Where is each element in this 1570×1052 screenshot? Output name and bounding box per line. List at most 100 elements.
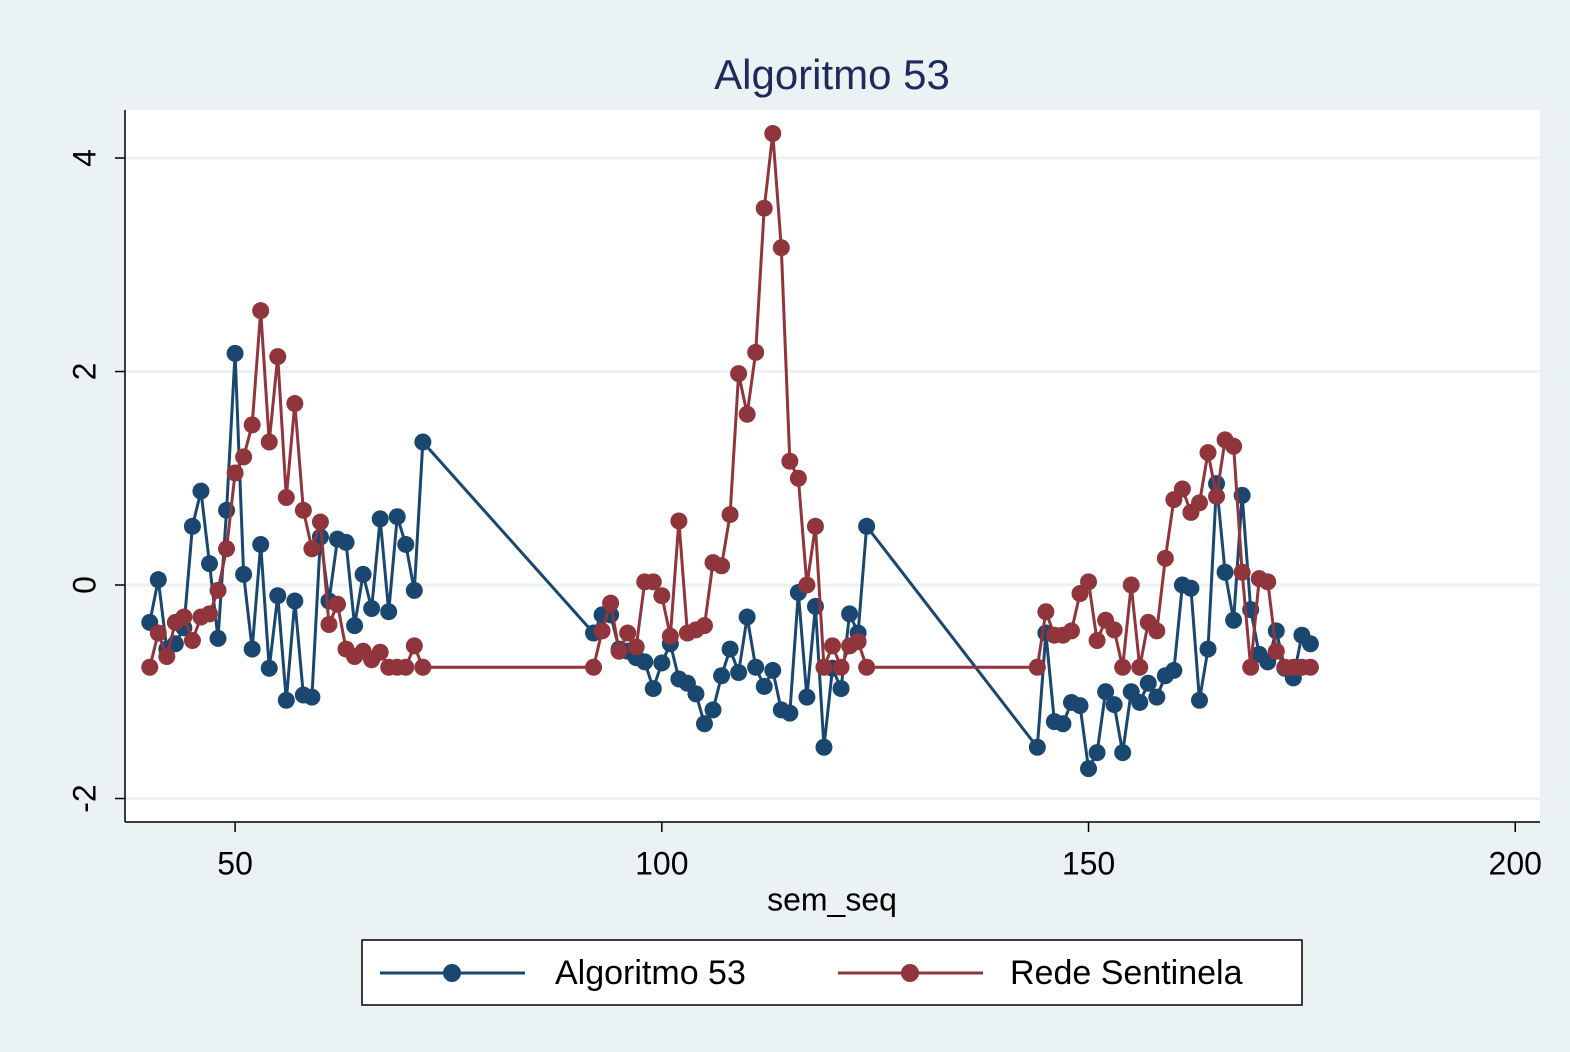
marker [721,640,739,658]
marker [602,594,620,612]
marker [610,642,628,660]
marker [226,344,244,362]
legend-marker [901,964,919,982]
marker [627,638,645,656]
marker [149,624,167,642]
marker [841,605,859,623]
marker [235,448,253,466]
marker [789,469,807,487]
marker [183,632,201,650]
marker [1105,621,1123,639]
marker [1225,611,1243,629]
marker [269,587,287,605]
marker [1301,635,1319,653]
marker [235,565,253,583]
marker [858,658,876,676]
marker [1148,622,1166,640]
marker [346,617,364,635]
y-tick-label: -2 [66,784,102,812]
marker [721,506,739,524]
marker [192,482,210,500]
marker [260,433,278,451]
marker [781,704,799,722]
marker [815,658,833,676]
marker [320,616,338,634]
marker [252,535,270,553]
marker [747,658,765,676]
marker [1233,563,1251,581]
marker [243,416,261,434]
marker [218,540,236,558]
marker [1071,697,1089,715]
marker [1139,674,1157,692]
marker [1208,487,1226,505]
marker [1071,585,1089,603]
marker [1199,444,1217,462]
marker [1156,549,1174,567]
marker [815,738,833,756]
marker [1190,494,1208,512]
marker [644,680,662,698]
marker [363,600,381,618]
marker [1182,579,1200,597]
marker [849,633,867,651]
marker [1080,760,1098,778]
marker [141,658,159,676]
x-tick-label: 100 [635,845,688,881]
marker [286,592,304,610]
marker [1242,658,1260,676]
marker [619,624,637,642]
marker [414,433,432,451]
marker [388,508,406,526]
marker [1097,683,1115,701]
marker [738,608,756,626]
marker [397,535,415,553]
marker [1088,632,1106,650]
marker [1301,658,1319,676]
marker [1259,573,1277,591]
plot-area [125,110,1540,822]
marker [1088,744,1106,762]
marker [1267,642,1285,660]
marker [175,608,193,626]
marker [1225,437,1243,455]
marker [337,533,355,551]
marker [1114,658,1132,676]
marker [738,405,756,423]
marker [303,540,321,558]
marker [397,658,415,676]
marker [183,517,201,535]
marker [730,664,748,682]
marker [243,640,261,658]
marker [832,658,850,676]
x-tick-label: 150 [1062,845,1115,881]
marker [380,603,398,621]
marker [149,571,167,589]
marker [695,715,713,733]
marker [1114,744,1132,762]
marker [1216,563,1234,581]
marker [653,587,671,605]
marker [1199,640,1217,658]
marker [269,348,287,366]
y-tick-label: 4 [66,149,102,167]
marker [1062,622,1080,640]
marker [209,629,227,647]
marker [414,658,432,676]
marker [755,199,773,217]
marker [781,452,799,470]
y-tick-label: 0 [66,576,102,594]
marker [200,555,218,573]
x-tick-label: 200 [1489,845,1542,881]
marker [1122,576,1140,594]
marker [329,595,347,613]
marker [354,565,372,583]
marker [252,302,270,320]
marker [713,667,731,685]
marker [311,513,329,531]
chart-title: Algoritmo 53 [714,51,950,98]
marker [644,573,662,591]
marker [661,627,679,645]
